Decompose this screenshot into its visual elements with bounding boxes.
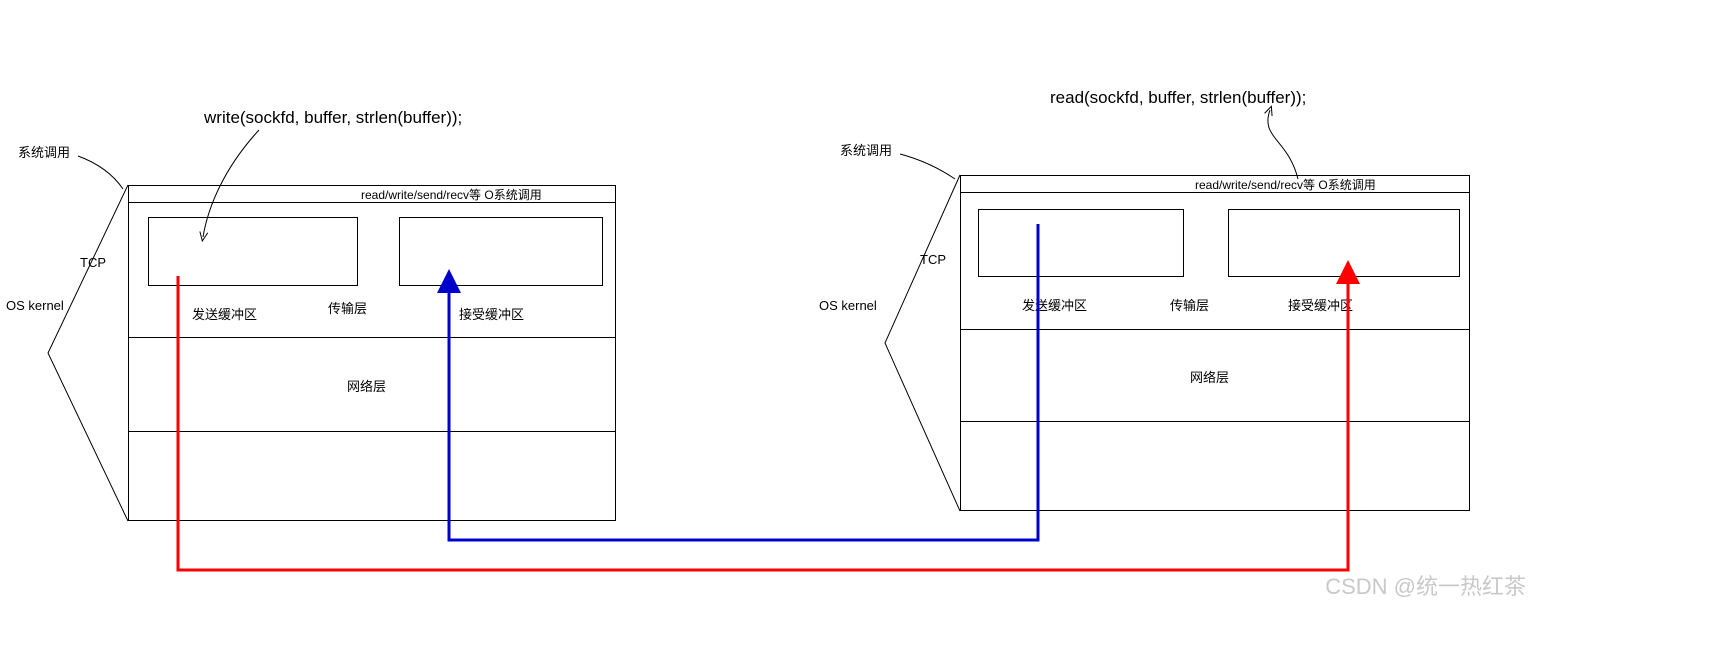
left-syscall-leader [78, 156, 123, 189]
right-transport-label: 传输层 [1170, 295, 1209, 314]
right-tcp-label: TCP [920, 252, 946, 267]
right-row1-sep [960, 329, 1470, 330]
right-row2-sep [960, 421, 1470, 422]
right-sendbuf-label: 发送缓冲区 [1022, 295, 1087, 314]
left-tcp-label: TCP [80, 255, 106, 270]
right-recvbuf-label: 接受缓冲区 [1288, 295, 1353, 314]
right-bracket [885, 175, 960, 511]
left-network-label: 网络层 [347, 376, 386, 395]
right-title-arrow [1268, 110, 1298, 179]
left-recv-buf [399, 217, 603, 286]
right-kernel-label: OS kernel [819, 298, 877, 313]
right-syscall-leader [900, 154, 955, 179]
right-syscall-label: 系统调用 [840, 140, 892, 159]
right-send-buf [978, 209, 1184, 277]
right-header-text: read/write/send/recv等 O系统调用 [1195, 176, 1376, 193]
left-send-buf [148, 217, 358, 286]
left-bracket [48, 185, 128, 521]
left-row1-sep [128, 337, 616, 338]
left-transport-label: 传输层 [328, 298, 367, 317]
left-sendbuf-label: 发送缓冲区 [192, 304, 257, 323]
left-recvbuf-label: 接受缓冲区 [459, 304, 524, 323]
watermark: CSDN @统一热红茶 [1325, 569, 1526, 601]
left-kernel-label: OS kernel [6, 298, 64, 313]
right-network-label: 网络层 [1190, 367, 1229, 386]
right-recv-buf [1228, 209, 1460, 277]
left-title: write(sockfd, buffer, strlen(buffer)); [204, 108, 462, 128]
left-syscall-label: 系统调用 [18, 142, 70, 161]
left-row2-sep [128, 431, 616, 432]
left-header-text: read/write/send/recv等 O系统调用 [361, 186, 542, 203]
right-title: read(sockfd, buffer, strlen(buffer)); [1050, 88, 1306, 108]
